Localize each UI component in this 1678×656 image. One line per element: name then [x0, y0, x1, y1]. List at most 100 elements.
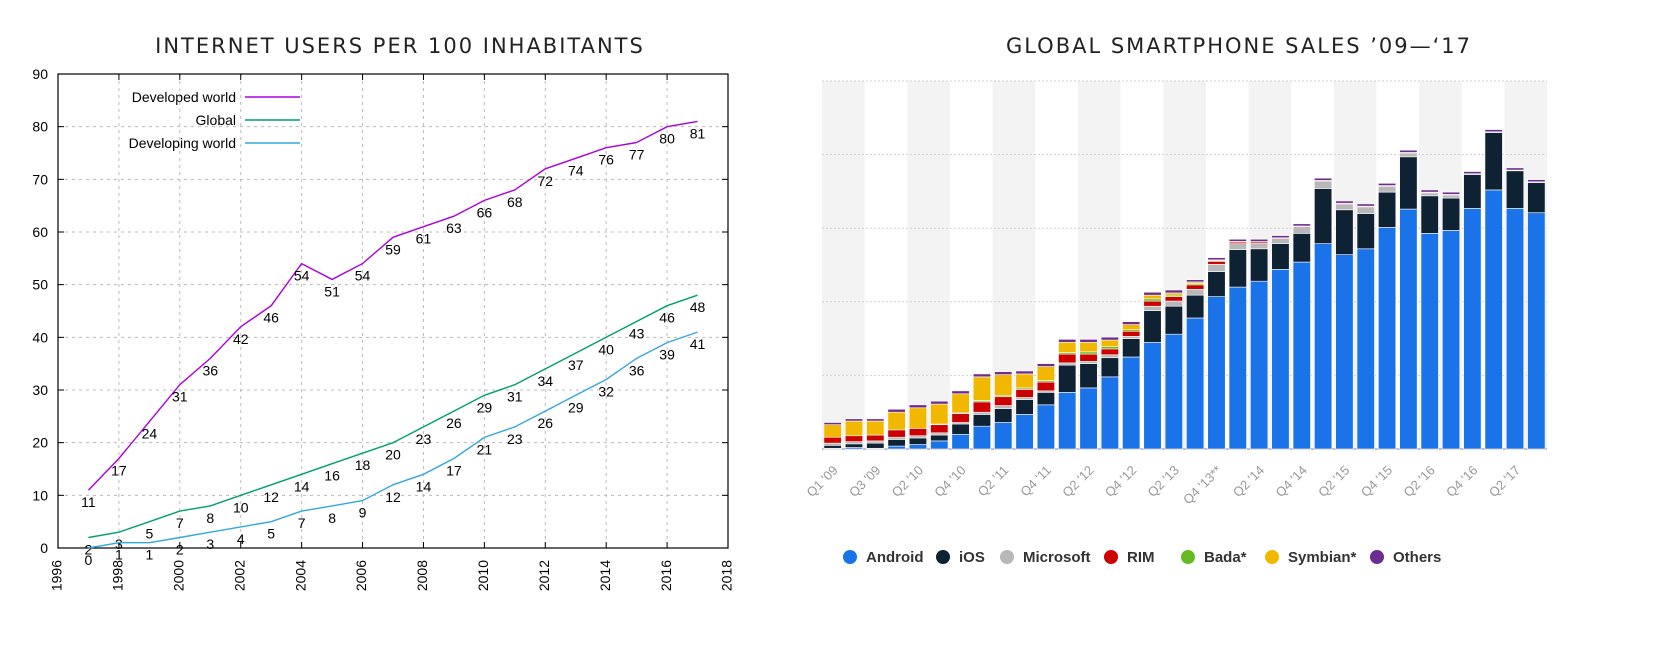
bar-others: [1420, 189, 1439, 193]
data-label: 77: [629, 146, 645, 162]
data-label: 63: [446, 220, 462, 236]
bar-rim: [951, 413, 970, 423]
bar-ios: [1420, 195, 1439, 234]
bar-microsoft: [1292, 226, 1311, 234]
bar-microsoft: [1207, 263, 1226, 272]
smartphone-sales-panel: GLOBAL SMARTPHONE SALES ’09—‘17 01002003…: [800, 0, 1678, 656]
data-label: 34: [537, 373, 553, 389]
bar-android: [1505, 208, 1525, 450]
bar-others: [930, 400, 949, 405]
bar-symbian: [1122, 324, 1141, 331]
bar-others: [1015, 370, 1034, 375]
data-label: 1: [145, 547, 153, 563]
data-label: 59: [385, 241, 401, 257]
bar-ios: [908, 437, 927, 445]
bar-android: [1228, 286, 1247, 450]
data-label: 7: [298, 515, 306, 531]
bar-ios: [1250, 248, 1269, 282]
data-label: 32: [598, 383, 614, 399]
data-label: 43: [629, 326, 645, 342]
bar-android: [1164, 333, 1183, 450]
bar-ios: [1292, 233, 1311, 263]
bar-others: [887, 408, 906, 413]
bar-symbian: [844, 420, 864, 437]
bar-bada: [1143, 298, 1162, 302]
bar-rim: [1079, 353, 1098, 362]
smartphone-sales-title: GLOBAL SMARTPHONE SALES ’09—‘17: [1005, 34, 1473, 58]
internet-users-title: INTERNET USERS PER 100 INHABITANTS: [155, 34, 645, 58]
data-label: 81: [690, 125, 706, 141]
data-label: 72: [537, 173, 553, 189]
x-tick-label: Q3 '09: [846, 463, 883, 500]
bar-ios: [1228, 249, 1247, 288]
bar-ios: [1356, 213, 1375, 250]
bar-ios: [1463, 174, 1482, 209]
bar-microsoft: [1271, 238, 1290, 244]
smartphone-sales-chart: 0100200300400500Sales in million unitsQ1…: [803, 80, 1547, 566]
bar-others: [1356, 203, 1375, 207]
bar-rim: [1015, 389, 1034, 398]
bar-rim: [1100, 348, 1119, 356]
bar-ios: [844, 443, 864, 448]
data-label: 9: [359, 505, 367, 521]
bar-others: [1271, 235, 1290, 239]
bar-others: [1164, 289, 1183, 294]
x-tick-label: Q4 '15: [1358, 463, 1395, 500]
bar-symbian: [1100, 339, 1119, 347]
data-label: 68: [507, 194, 523, 210]
legend-marker: [1000, 550, 1014, 564]
x-tick-label: 2006: [353, 560, 369, 591]
bar-android: [908, 444, 927, 450]
bar-rim: [930, 424, 949, 434]
data-label: 21: [477, 441, 493, 457]
bar-android: [951, 433, 970, 450]
bar-rim: [887, 429, 906, 438]
bar-android: [1058, 392, 1077, 450]
data-label: 17: [111, 462, 127, 478]
bar-rim: [1207, 261, 1226, 265]
bar-microsoft: [1378, 185, 1397, 193]
bar-rim: [994, 396, 1013, 406]
bar-others: [1058, 339, 1077, 343]
bar-rim: [866, 434, 885, 442]
bar-symbian: [930, 403, 949, 425]
bar-others: [1292, 223, 1311, 227]
y-tick-label: 90: [32, 66, 48, 82]
bar-ios: [1442, 197, 1461, 231]
y-tick-label: 10: [32, 487, 48, 503]
legend-label: Global: [196, 112, 236, 128]
bar-microsoft: [844, 441, 864, 445]
x-tick-label: Q4 '14: [1272, 463, 1309, 500]
bar-symbian: [887, 411, 906, 431]
data-label: 8: [328, 510, 336, 526]
bar-ios: [1036, 392, 1055, 406]
bar-microsoft: [1228, 243, 1247, 250]
x-tick-label: 2018: [719, 560, 735, 591]
x-tick-label: 1998: [110, 560, 126, 591]
year-band: [907, 81, 950, 449]
x-tick-label: Q2 '14: [1230, 463, 1267, 500]
year-band: [822, 81, 865, 449]
bar-others: [823, 422, 842, 426]
legend-marker: [1265, 550, 1279, 564]
bar-android: [1356, 248, 1375, 450]
legend-label: iOS: [959, 549, 985, 566]
data-label: 66: [477, 204, 493, 220]
bar-ios: [1484, 132, 1503, 191]
bar-ios: [1314, 188, 1333, 244]
bar-others: [1143, 291, 1162, 296]
bar-rim: [1186, 284, 1205, 290]
bar-android: [972, 425, 991, 450]
bar-others: [951, 390, 970, 395]
x-tick-label: Q4 '12: [1102, 463, 1139, 500]
bar-others: [1527, 179, 1546, 183]
internet-users-panel: INTERNET USERS PER 100 INHABITANTS 1996 1…: [0, 0, 800, 656]
bar-others: [1100, 336, 1119, 341]
bar-ios: [866, 442, 885, 449]
bar-android: [1442, 230, 1461, 450]
x-tick-label: Q2 '11: [975, 463, 1012, 500]
bar-others: [972, 373, 991, 378]
bar-ios: [951, 423, 970, 435]
legend-label: RIM: [1127, 549, 1155, 566]
legend-marker: [843, 550, 857, 564]
